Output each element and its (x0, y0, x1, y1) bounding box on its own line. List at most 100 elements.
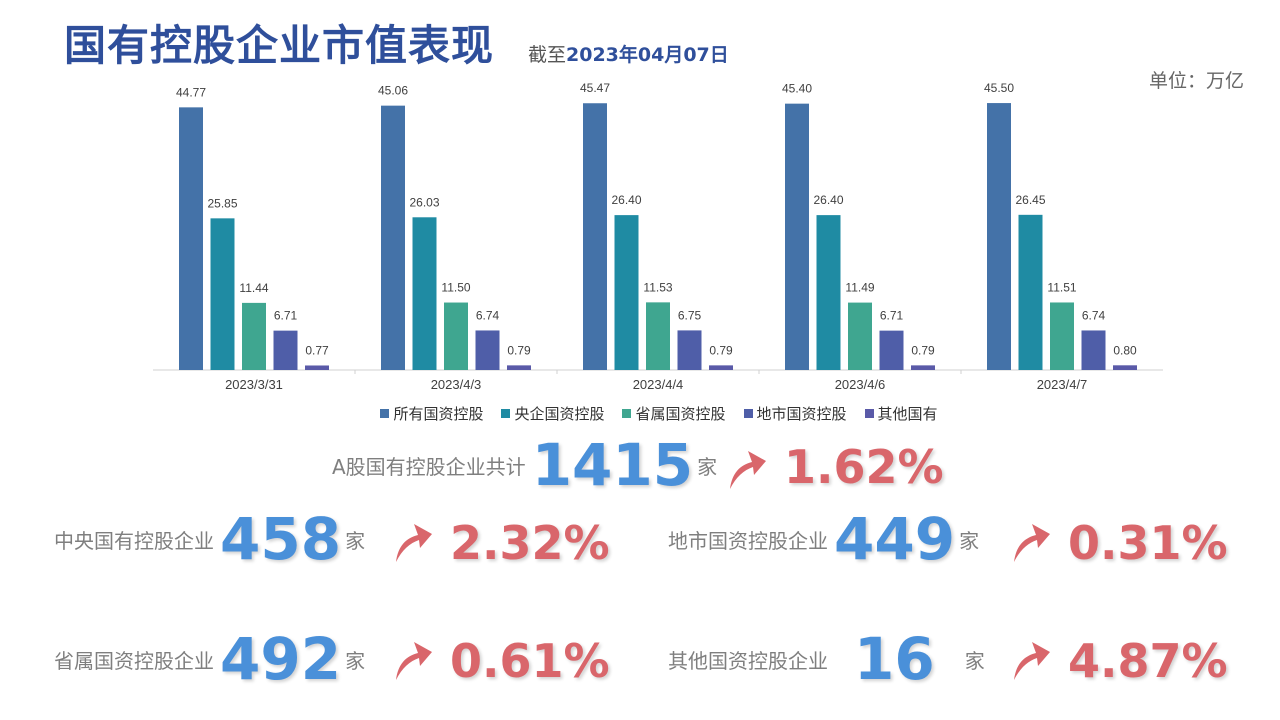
data-label: 0.80 (1113, 343, 1137, 357)
up-arrow-icon (1014, 524, 1050, 562)
stat-other: 其他国资控股企业 16 家 (668, 630, 985, 688)
legend-label: 所有国资控股 (393, 405, 484, 423)
legend-item: 所有国资控股 (380, 403, 483, 424)
data-label: 11.44 (239, 281, 268, 295)
bar (911, 365, 935, 370)
chart-legend: 所有国资控股 央企国资控股 省属国资控股 地市国资控股 其他国有 (0, 403, 1280, 424)
x-tick-label: 2023/4/3 (431, 377, 482, 392)
stat-other-change: 4.87% (1068, 634, 1228, 688)
up-arrow-icon (1014, 642, 1050, 680)
stat-provincial-unit: 家 (345, 648, 366, 673)
stat-central-unit: 家 (345, 528, 366, 553)
stat-provincial-change: 0.61% (450, 634, 610, 688)
legend-swatch (622, 409, 632, 418)
bar (273, 330, 298, 370)
stat-other-unit: 家 (964, 648, 985, 673)
legend-item: 省属国资控股 (622, 403, 726, 424)
up-arrow-icon (730, 451, 766, 489)
data-label: 45.47 (580, 81, 610, 95)
data-label: 11.53 (643, 280, 672, 294)
bar (848, 302, 872, 370)
stat-central-label: 中央国有控股企业 (54, 528, 214, 553)
data-label: 0.79 (911, 343, 935, 357)
up-arrow-icon (396, 642, 432, 680)
bar (614, 215, 639, 370)
bar (709, 365, 733, 370)
data-label: 25.85 (207, 196, 237, 210)
stat-municipal-change: 0.31% (1068, 516, 1228, 570)
bar (987, 103, 1011, 371)
data-label: 45.06 (378, 84, 408, 98)
stat-provincial: 省属国资控股企业 492 家 (54, 630, 365, 688)
data-label: 11.49 (845, 281, 874, 295)
x-tick-label: 2023/4/7 (1037, 377, 1088, 392)
stat-total-unit: 家 (697, 454, 718, 479)
bar (444, 302, 468, 370)
bar (381, 105, 405, 370)
data-label: 11.50 (441, 281, 470, 295)
legend-label: 省属国资控股 (635, 405, 726, 423)
bar-chart: 44.77 25.85 11.44 6.71 0.77 2023/3/31 45.06 26.… (153, 81, 1163, 392)
bar (179, 107, 203, 370)
legend-label: 央企国资控股 (514, 405, 605, 423)
data-label: 26.40 (611, 193, 641, 207)
bar (475, 330, 500, 370)
date-value: 2023年04月07日 (566, 44, 729, 66)
legend-label: 其他国有 (877, 405, 938, 423)
bar (1113, 365, 1137, 370)
data-label: 6.74 (1082, 308, 1106, 322)
data-label: 0.79 (507, 343, 531, 357)
data-label: 6.74 (476, 308, 500, 322)
bar (305, 365, 329, 370)
stat-municipal-label: 地市国资控股企业 (668, 528, 828, 553)
legend-item: 其他国有 (864, 403, 938, 424)
data-label: 45.50 (984, 81, 1014, 95)
stat-total-count: 1415 (531, 431, 694, 499)
bar (879, 330, 904, 370)
data-label: 0.77 (305, 343, 329, 357)
bar (507, 365, 531, 370)
x-tick-label: 2023/3/31 (225, 377, 283, 392)
data-label: 44.77 (176, 85, 206, 99)
data-label: 26.45 (1015, 193, 1045, 207)
bar (1018, 214, 1043, 370)
stat-central-change: 2.32% (450, 516, 610, 570)
date-line: 截至2023年04月07日 (528, 40, 729, 67)
bar (583, 103, 607, 370)
up-arrow-icon (396, 524, 432, 562)
bar (210, 218, 235, 370)
stat-other-count: 16 (854, 625, 935, 693)
data-label: 6.75 (678, 308, 702, 322)
stat-municipal: 地市国资控股企业 449 家 (668, 510, 979, 568)
data-label: 26.40 (813, 193, 843, 207)
legend-swatch (380, 409, 390, 418)
data-label: 6.71 (274, 309, 298, 323)
bar (242, 302, 266, 370)
x-tick-label: 2023/4/6 (835, 377, 886, 392)
stat-total-label: A股国有控股企业共计 (332, 454, 526, 479)
legend-swatch (743, 409, 753, 418)
legend-item: 地市国资控股 (743, 403, 847, 424)
bar (816, 215, 841, 370)
bar (1050, 302, 1074, 370)
stat-total: A股国有控股企业共计 1415 家 (332, 436, 717, 494)
page-title: 国有控股企业市值表现 (64, 21, 495, 70)
legend-swatch (501, 409, 511, 418)
stat-municipal-count: 449 (834, 505, 956, 573)
data-label: 6.71 (880, 309, 904, 323)
stat-provincial-count: 492 (220, 625, 342, 693)
stat-central: 中央国有控股企业 458 家 (54, 510, 365, 568)
bar (677, 330, 702, 370)
bar (412, 217, 437, 370)
data-label: 45.40 (782, 82, 812, 96)
stat-other-label: 其他国资控股企业 (668, 648, 828, 673)
legend-item: 央企国资控股 (501, 403, 604, 424)
stat-municipal-unit: 家 (959, 528, 980, 553)
x-tick-label: 2023/4/4 (633, 377, 684, 392)
data-label: 26.03 (409, 195, 439, 209)
stat-total-change: 1.62% (784, 440, 944, 494)
unit-label: 单位：万亿 (1148, 70, 1244, 92)
data-label: 11.51 (1047, 280, 1076, 294)
date-prefix: 截至 (528, 44, 567, 66)
legend-swatch (864, 409, 874, 418)
